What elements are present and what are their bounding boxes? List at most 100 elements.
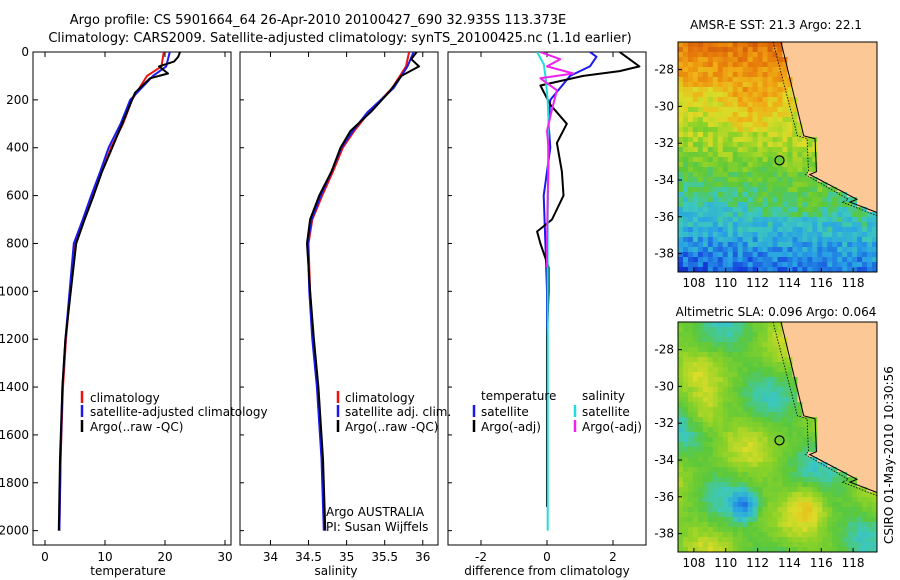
map-cell [832, 492, 838, 498]
map-cell [837, 412, 843, 418]
map-cell [712, 522, 719, 528]
map-cell [777, 252, 784, 258]
map-cell [837, 547, 843, 552]
map-cell [687, 192, 694, 198]
map-cell [842, 372, 848, 378]
map-cell [757, 87, 764, 93]
map-cell [842, 62, 848, 68]
map-cell [832, 137, 838, 143]
map-cell [707, 472, 714, 478]
map-cell [737, 497, 744, 503]
map-cell [737, 72, 744, 78]
map-cell [678, 397, 684, 403]
map-cell [722, 217, 729, 223]
map-cell [752, 162, 759, 168]
map-cell [852, 442, 858, 448]
map-cell [817, 132, 823, 138]
map-cell [817, 252, 823, 258]
map-cell [827, 62, 833, 68]
map-cell [782, 182, 789, 188]
map-cell [802, 122, 808, 128]
map-cell [832, 87, 838, 93]
y-tick-label: -34 [654, 453, 674, 467]
map-cell [787, 177, 794, 183]
map-cell [747, 122, 754, 128]
map-cell [722, 492, 729, 498]
map-cell [812, 487, 818, 493]
map-cell [767, 202, 774, 208]
map-cell [817, 357, 823, 363]
map-cell [687, 392, 694, 398]
map-cell [687, 452, 694, 458]
map-cell [822, 182, 828, 188]
map-cell [692, 467, 699, 473]
map-cell [862, 137, 868, 143]
map-cell [867, 387, 873, 393]
map-cell [717, 117, 724, 123]
map-cell [678, 137, 684, 143]
map-cell [732, 412, 739, 418]
map-cell [762, 207, 769, 213]
x-tick-label: 108 [682, 276, 705, 290]
map-cell [802, 322, 808, 328]
map-cell [682, 327, 689, 333]
map-cell [707, 187, 714, 193]
map-cell [722, 132, 729, 138]
map-cell [777, 517, 784, 523]
map-cell [792, 182, 798, 188]
map-cell [827, 122, 833, 128]
map-cell [702, 512, 709, 518]
x-tick-label: 114 [778, 276, 801, 290]
map-cell [827, 502, 833, 508]
map-cell [707, 377, 714, 383]
map-cell [747, 82, 754, 88]
map-cell [782, 542, 789, 548]
map-cell [857, 527, 863, 533]
map-cell [782, 507, 789, 513]
map-cell [787, 237, 794, 243]
map-cell [802, 92, 808, 98]
map-cell [712, 177, 719, 183]
map-cell [702, 122, 709, 128]
map-cell [792, 357, 798, 363]
map-cell [732, 72, 739, 78]
map-cell [687, 167, 694, 173]
map-cell [752, 387, 759, 393]
map-cell [692, 327, 699, 333]
map-cell [772, 392, 779, 398]
map-cell [797, 72, 803, 78]
map-cell [762, 437, 769, 443]
map-cell [747, 202, 754, 208]
map-cell [822, 437, 828, 443]
map-cell [777, 437, 784, 443]
map-cell [687, 202, 694, 208]
map-cell [682, 492, 689, 498]
map-cell [737, 462, 744, 468]
map-cell [847, 82, 853, 88]
map-cell [777, 107, 784, 113]
map-cell [787, 97, 794, 103]
map-cell [772, 227, 779, 233]
map-cell [782, 322, 789, 328]
map-cell [732, 207, 739, 213]
map-cell [857, 207, 863, 213]
map-cell [767, 257, 774, 263]
map-cell [797, 462, 803, 468]
map-cell [702, 52, 709, 58]
map-cell [832, 182, 838, 188]
map-cell [852, 192, 858, 198]
map-cell [772, 342, 779, 348]
map-cell [802, 82, 808, 88]
x-tick-label: 0 [543, 550, 551, 564]
map-cell [722, 512, 729, 518]
map-cell [827, 472, 833, 478]
map-cell [732, 267, 739, 272]
map-cell [857, 327, 863, 333]
map-cell [817, 472, 823, 478]
map-cell [682, 382, 689, 388]
map-cell [862, 502, 868, 508]
map-cell [742, 457, 749, 463]
map-cell [767, 497, 774, 503]
map-cell [847, 127, 853, 133]
map-cell [742, 202, 749, 208]
